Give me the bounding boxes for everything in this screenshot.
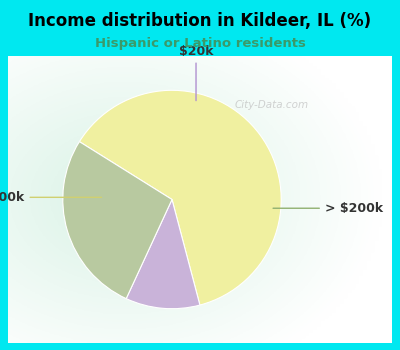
- Text: > $200k: > $200k: [273, 202, 383, 215]
- Text: Hispanic or Latino residents: Hispanic or Latino residents: [94, 37, 306, 50]
- Wedge shape: [63, 142, 172, 299]
- Text: $200k: $200k: [0, 191, 102, 204]
- Wedge shape: [126, 199, 200, 309]
- Text: Income distribution in Kildeer, IL (%): Income distribution in Kildeer, IL (%): [28, 12, 372, 30]
- Wedge shape: [79, 90, 281, 305]
- Text: City-Data.com: City-Data.com: [235, 100, 309, 110]
- Text: $20k: $20k: [179, 44, 213, 100]
